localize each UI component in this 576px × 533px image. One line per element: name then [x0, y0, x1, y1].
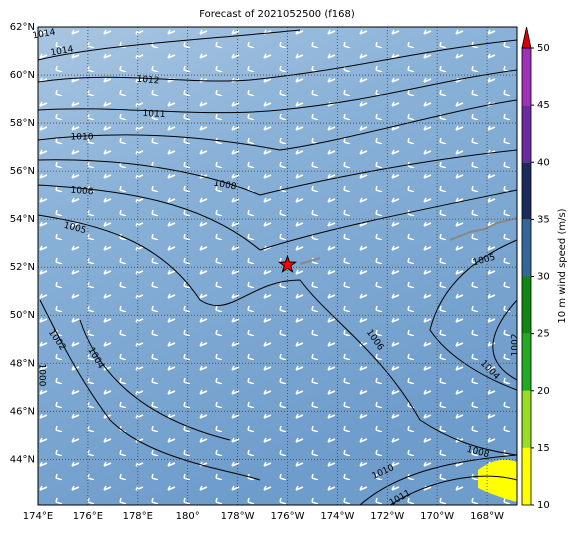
y-tick-label: 62°N	[10, 22, 35, 33]
y-tick-label: 48°N	[10, 358, 35, 369]
map: 1014101410121011101010081006100510051002…	[32, 26, 521, 508]
isobar-label: 1011	[142, 109, 165, 120]
isobar-label: 1006	[70, 186, 94, 198]
x-tick-label: 178°W	[221, 511, 255, 522]
y-tick-label: 46°N	[10, 406, 35, 417]
isobar-label: 1000	[37, 364, 47, 387]
location-marker	[277, 254, 298, 273]
isobar-label: 1012	[136, 75, 160, 87]
x-tick-label: 174°W	[320, 511, 354, 522]
colorbar-tick-label: 50	[537, 43, 550, 54]
map-frame	[37, 26, 518, 506]
colorbar-band	[522, 447, 531, 505]
y-tick-label: 52°N	[10, 262, 35, 273]
colorbar-tick-label: 20	[537, 386, 550, 397]
x-tick-label: 178°E	[123, 511, 153, 522]
colorbar-tick-label: 30	[537, 272, 550, 283]
y-tick-label: 56°N	[10, 166, 35, 177]
title: Forecast of 2021052500 (f168)	[199, 9, 355, 20]
y-tick-label: 60°N	[10, 70, 35, 81]
x-tick-label: 174°E	[23, 511, 53, 522]
y-tick-label: 44°N	[10, 454, 35, 465]
isobar-label: 1014	[50, 45, 75, 59]
colorbar-tick-label: 35	[537, 214, 550, 225]
isobars	[37, 29, 518, 506]
colorbar-band	[522, 390, 531, 448]
x-tick-label: 168°W	[470, 511, 504, 522]
wind-patch	[478, 459, 517, 502]
colorbar-tick-label: 40	[537, 157, 550, 168]
isobar-label: 1002	[511, 334, 521, 357]
x-tick-label: 172°W	[370, 511, 404, 522]
x-tick-label: 170°W	[420, 511, 454, 522]
colorbar-tick-label: 15	[537, 443, 550, 454]
colorbar-band	[522, 333, 531, 391]
islands	[299, 217, 518, 265]
colorbar-tick-label: 10	[537, 500, 550, 511]
colorbar-band	[522, 219, 531, 277]
colorbar-band	[522, 276, 531, 334]
isobar-label: 1010	[71, 133, 94, 143]
colorbar-tick-label: 45	[537, 100, 550, 111]
colorbar-label: 10 m wind speed (m/s)	[557, 208, 568, 323]
colorbar-band	[522, 162, 531, 220]
wind-barbs	[38, 27, 517, 505]
x-tick-label: 180°	[176, 511, 200, 522]
colorbar-band	[522, 105, 531, 163]
colorbar-band	[522, 48, 531, 106]
x-tick-label: 176°E	[73, 511, 103, 522]
isobar-label: 1008	[213, 179, 238, 193]
x-tick-label: 176°W	[270, 511, 304, 522]
colorbar-extend	[521, 26, 532, 49]
y-tick-label: 50°N	[10, 310, 35, 321]
colorbar: 10 m wind speed (m/s) 10 15 20 25 30 35 40 45 50	[521, 26, 568, 511]
y-tick-label: 58°N	[10, 118, 35, 129]
y-tick-label: 54°N	[10, 214, 35, 225]
colorbar-tick-label: 25	[537, 329, 550, 340]
